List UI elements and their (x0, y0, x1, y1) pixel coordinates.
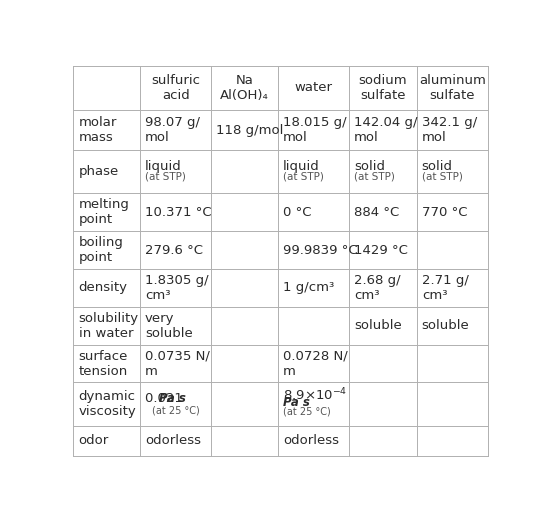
Text: dynamic
viscosity: dynamic viscosity (79, 390, 136, 418)
Text: 0.0728 N/
m: 0.0728 N/ m (283, 349, 348, 378)
Text: solid: solid (422, 160, 453, 173)
Text: solid: solid (354, 160, 385, 173)
Text: boiling
point: boiling point (79, 236, 123, 264)
Text: 1.8305 g/
cm³: 1.8305 g/ cm³ (145, 274, 209, 302)
Text: very
soluble: very soluble (145, 312, 193, 340)
Text: 884 °C: 884 °C (354, 206, 399, 219)
Text: (at 25 °C): (at 25 °C) (152, 405, 200, 415)
Text: 142.04 g/
mol: 142.04 g/ mol (354, 116, 418, 144)
Text: odorless: odorless (145, 434, 201, 447)
Text: 118 g/mol: 118 g/mol (216, 123, 283, 137)
Text: $8.9{\times}10^{-4}$: $8.9{\times}10^{-4}$ (283, 387, 347, 404)
Text: 0.0735 N/
m: 0.0735 N/ m (145, 349, 210, 378)
Text: phase: phase (79, 165, 119, 178)
Text: 10.371 °C: 10.371 °C (145, 206, 212, 219)
Text: liquid: liquid (145, 160, 182, 173)
Text: water: water (295, 82, 333, 94)
Text: (at STP): (at STP) (422, 172, 462, 182)
Text: 1 g/cm³: 1 g/cm³ (283, 281, 334, 295)
Text: 2.71 g/
cm³: 2.71 g/ cm³ (422, 274, 468, 302)
Text: (at 25 °C): (at 25 °C) (283, 407, 331, 416)
Text: odorless: odorless (283, 434, 339, 447)
Text: Pa s: Pa s (283, 396, 310, 409)
Text: aluminum
sulfate: aluminum sulfate (419, 74, 486, 102)
Text: 342.1 g/
mol: 342.1 g/ mol (422, 116, 477, 144)
Text: melting
point: melting point (79, 198, 129, 226)
Text: 99.9839 °C: 99.9839 °C (283, 244, 358, 256)
Text: soluble: soluble (354, 319, 402, 332)
Text: Na
Al(OH)₄: Na Al(OH)₄ (220, 74, 269, 102)
Text: sodium
sulfate: sodium sulfate (359, 74, 407, 102)
Text: (at STP): (at STP) (283, 172, 324, 182)
Text: (at STP): (at STP) (145, 172, 186, 182)
Text: 98.07 g/
mol: 98.07 g/ mol (145, 116, 200, 144)
Text: odor: odor (79, 434, 109, 447)
Text: 0 °C: 0 °C (283, 206, 311, 219)
Text: density: density (79, 281, 128, 295)
Text: solubility
in water: solubility in water (79, 312, 139, 340)
Text: 279.6 °C: 279.6 °C (145, 244, 203, 256)
Text: molar
mass: molar mass (79, 116, 117, 144)
Text: soluble: soluble (422, 319, 470, 332)
Text: 18.015 g/
mol: 18.015 g/ mol (283, 116, 347, 144)
Text: 770 °C: 770 °C (422, 206, 467, 219)
Text: 1429 °C: 1429 °C (354, 244, 408, 256)
Text: (at STP): (at STP) (354, 172, 395, 182)
Text: surface
tension: surface tension (79, 349, 128, 378)
Text: liquid: liquid (283, 160, 320, 173)
Text: 0.021: 0.021 (145, 392, 187, 405)
Text: sulfuric
acid: sulfuric acid (151, 74, 200, 102)
Text: 2.68 g/
cm³: 2.68 g/ cm³ (354, 274, 401, 302)
Text: Pa s: Pa s (159, 392, 186, 405)
